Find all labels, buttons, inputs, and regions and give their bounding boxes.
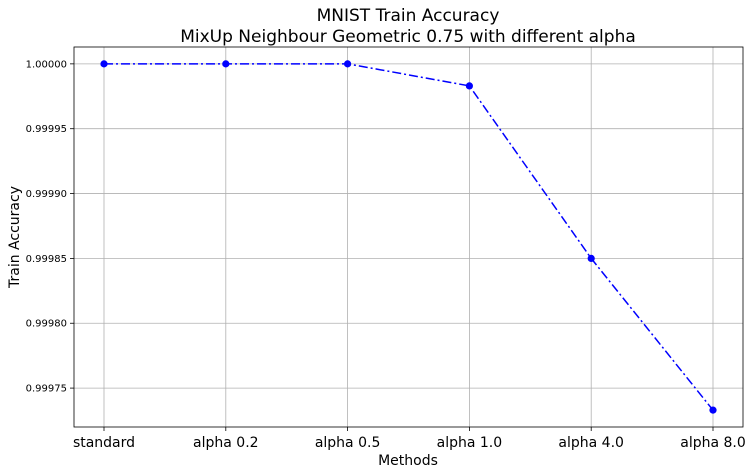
data-point — [222, 60, 230, 68]
data-point — [344, 60, 352, 68]
x-tick-label: alpha 0.5 — [315, 435, 381, 451]
data-point — [709, 406, 717, 414]
y-tick-label: 1.00000 — [26, 59, 67, 70]
x-tick-label: standard — [73, 435, 135, 451]
data-point — [465, 82, 473, 90]
data-point — [100, 60, 108, 68]
y-tick-label: 0.99985 — [26, 254, 67, 265]
y-tick-label: 0.99990 — [26, 189, 67, 200]
chart-title-line-2: MixUp Neighbour Geometric 0.75 with diff… — [180, 27, 636, 47]
x-tick-label: alpha 4.0 — [558, 435, 624, 451]
series-line — [104, 63, 714, 411]
x-axis-label: Methods — [378, 453, 438, 469]
y-tick-label: 0.99980 — [26, 319, 67, 330]
grid — [74, 47, 743, 427]
y-tick-label: 0.99995 — [26, 124, 67, 135]
chart-title-line-1: MNIST Train Accuracy — [317, 6, 500, 26]
plot-frame — [73, 46, 744, 428]
chart-title: MNIST Train Accuracy MixUp Neighbour Geo… — [180, 6, 636, 47]
x-tick-label: alpha 1.0 — [437, 435, 503, 451]
y-axis-label: Train Accuracy — [7, 186, 23, 289]
y-tick-label: 0.99975 — [26, 384, 67, 395]
y-axis: 0.99975 0.99980 0.99985 0.99990 0.99995 1.000… — [26, 59, 74, 395]
series-train-accuracy — [100, 60, 717, 414]
data-point — [587, 254, 595, 262]
x-tick-label: alpha 0.2 — [193, 435, 259, 451]
x-axis: standard alpha 0.2 alpha 0.5 alpha 1.0 alpha… — [73, 427, 746, 451]
x-tick-label: alpha 8.0 — [680, 435, 746, 451]
